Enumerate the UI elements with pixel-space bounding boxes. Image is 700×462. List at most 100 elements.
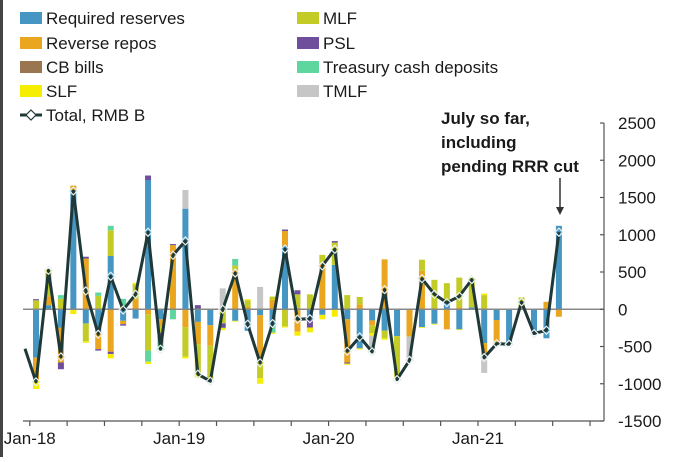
bar-slf-Nov-20 (456, 329, 463, 331)
bar-psl-Oct-18 (145, 175, 152, 180)
bar-psl-Aug-18 (120, 324, 127, 326)
bar-psl-Feb-20 (344, 362, 351, 364)
bar-mlf-Mar-18 (57, 298, 64, 310)
x-tick-label: Jan-21 (452, 429, 504, 448)
legend-label-treasury-cash-deposits: Treasury cash deposits (323, 58, 498, 77)
bar-tmlf-Apr-20 (369, 335, 376, 352)
bar-required-reserves-May-20 (381, 309, 388, 331)
total-point-Jul-20 (404, 355, 415, 366)
total-point-Feb-21 (491, 338, 502, 349)
total-point-Jul-19 (255, 358, 265, 368)
bar-required-reserves-Nov-20 (456, 309, 463, 330)
bar-required-reserves-Nov-18 (157, 309, 164, 320)
annotation-arrow-head-icon (556, 207, 564, 215)
bar-required-reserves-Feb-20 (344, 309, 351, 320)
bar-psl-Mar-18 (57, 362, 64, 370)
bar-treasury-cash-deposits-Aug-19 (269, 326, 276, 333)
bar-required-reserves-Jun-20 (394, 309, 401, 337)
bar-required-reserves-Apr-18 (70, 190, 77, 310)
bar-tmlf-Apr-19 (219, 288, 226, 310)
bar-reverse-repos-Feb-18 (45, 296, 52, 306)
legend-swatch-mlf (297, 12, 319, 24)
total-point-Nov-20 (454, 291, 465, 302)
bar-mlf-Dec-19 (319, 254, 326, 265)
total-point-May-20 (379, 284, 390, 295)
bar-required-reserves-Apr-20 (369, 309, 376, 321)
bar-mlf-May-18 (82, 323, 89, 342)
legend-swatch-reverse-repos (20, 37, 42, 49)
bar-required-reserves-Jun-18 (95, 309, 102, 333)
legend-label-reverse-repos: Reverse repos (46, 34, 157, 53)
bar-treasury-cash-deposits-Oct-18 (145, 350, 152, 362)
bar-reverse-repos-Jan-19 (182, 309, 189, 328)
total-point-Nov-18 (155, 344, 166, 355)
bar-slf-Dec-19 (319, 314, 326, 320)
bar-required-reserves-Feb-19 (194, 309, 201, 322)
bar-mlf-May-19 (232, 265, 239, 270)
legend-swatch-slf (20, 85, 42, 97)
total-point-Oct-20 (442, 297, 452, 308)
total-point-Jun-20 (392, 374, 402, 385)
bar-reverse-repos-Jul-20 (406, 309, 413, 337)
bar-reverse-repos-Jul-19 (257, 315, 264, 358)
bar-reverse-repos-Jun-21 (543, 301, 550, 310)
bar-mlf-Aug-20 (418, 259, 425, 271)
bar-mlf-Jun-20 (394, 336, 401, 379)
bar-reverse-repos-Oct-20 (443, 309, 450, 330)
bar-mlf-Oct-20 (443, 283, 450, 302)
bar-required-reserves-Sep-18 (132, 309, 139, 319)
total-point-Jan-20 (329, 244, 340, 255)
legend-label-psl: PSL (323, 34, 355, 53)
y-tick-label: -1000 (618, 375, 661, 394)
x-tick-label: Jan-18 (4, 429, 56, 448)
total-point-Dec-20 (466, 274, 477, 285)
legend-label-cb-bills: CB bills (46, 58, 104, 77)
bar-required-reserves-May-21 (531, 309, 537, 334)
bar-reverse-repos-Dec-18 (169, 245, 176, 310)
x-tick-label: Jan-19 (153, 429, 205, 448)
y-tick-label: 1000 (618, 226, 656, 245)
total-point-Jan-21 (479, 352, 490, 363)
bar-reverse-repos-Mar-19 (207, 325, 214, 346)
bar-reverse-repos-Aug-19 (269, 299, 276, 310)
total-point-Mar-19 (205, 376, 216, 387)
total-point-Feb-18 (43, 265, 54, 276)
bar-slf-Jan-21 (481, 293, 488, 296)
bar-reverse-repos-Jun-18 (95, 332, 102, 350)
y-tick-label: 1500 (618, 189, 656, 208)
bar-psl-Nov-18 (157, 332, 164, 337)
legend-swatch-cb-bills (20, 61, 42, 73)
y-tick-label: 2000 (618, 151, 656, 170)
bar-required-reserves-Jan-18 (33, 309, 39, 358)
bar-reverse-repos-May-20 (381, 259, 388, 310)
bar-slf-Apr-18 (70, 309, 77, 315)
bar-required-reserves-Jan-20 (331, 264, 338, 310)
y-tick-label: -1500 (618, 412, 661, 431)
total-point-Jul-18 (105, 271, 116, 282)
legend-label-slf: SLF (46, 82, 77, 101)
legend-label-total-rmb-b: Total, RMB B (46, 106, 145, 125)
legend-diamond-marker-icon (25, 109, 37, 121)
bar-required-reserves-Sep-20 (431, 309, 438, 324)
bar-required-reserves-May-18 (82, 309, 89, 324)
total-point-Jan-19 (180, 236, 191, 246)
bar-treasury-cash-deposits-Dec-18 (169, 309, 176, 320)
bar-mlf-Jan-19 (182, 327, 189, 357)
bar-slf-Nov-19 (306, 327, 313, 333)
bar-slf-Sep-20 (431, 323, 438, 325)
bar-psl-Jun-18 (95, 349, 102, 351)
total-point-Aug-19 (267, 318, 278, 329)
bar-required-reserves-Feb-18 (45, 305, 52, 310)
total-point-May-18 (80, 286, 91, 296)
legend-label-mlf: MLF (323, 9, 357, 28)
bar-treasury-cash-deposits-Jun-18 (95, 292, 102, 296)
bar-psl-Jan-20 (331, 241, 338, 243)
total-point-Nov-19 (305, 313, 315, 324)
bar-mlf-Mar-19 (207, 345, 214, 379)
axes: 2500 2000 1500 1000 500 0 -500 -1000 -1500 Jan-18… (4, 114, 662, 448)
bar-tmlf-Jul-20 (406, 336, 413, 361)
total-point-Apr-21 (516, 297, 527, 307)
bar-tmlf-Jan-19 (182, 190, 189, 209)
bar-reverse-repos-Aug-18 (120, 320, 127, 325)
legend: Required reserves Reverse repos CB bills SL… (20, 9, 498, 125)
